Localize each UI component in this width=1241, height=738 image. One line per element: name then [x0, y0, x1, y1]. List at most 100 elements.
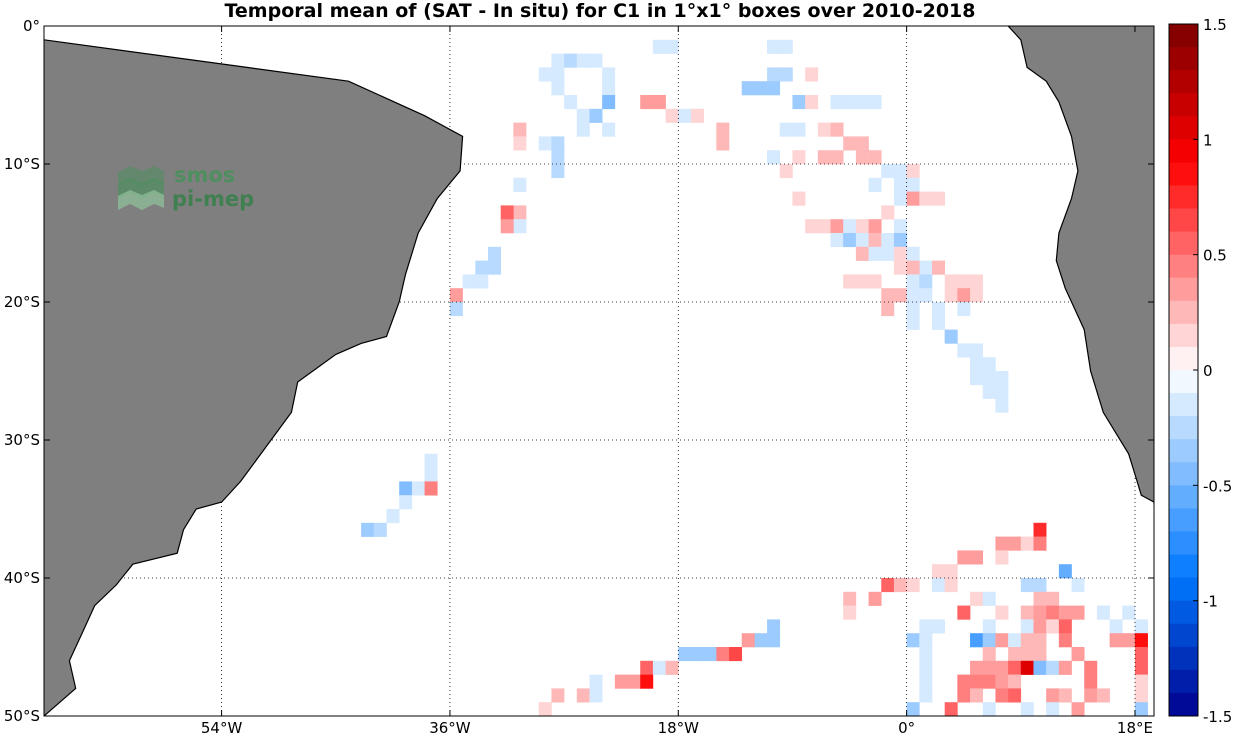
- data-cell: [1134, 674, 1148, 689]
- data-cell: [1071, 578, 1085, 593]
- data-cell: [411, 481, 425, 496]
- data-cell: [1020, 633, 1034, 648]
- chart-title: Temporal mean of (SAT - In situ) for C1 …: [224, 0, 975, 22]
- colorbar-segment: [1169, 577, 1198, 602]
- x-tick-label: 54°W: [201, 719, 243, 737]
- data-cell: [576, 122, 590, 137]
- data-cell: [932, 191, 945, 206]
- data-cell: [1033, 605, 1047, 620]
- data-cell: [995, 688, 1009, 703]
- logo-text-pimep: pi-mep: [172, 187, 254, 211]
- colorbar-segment: [1169, 254, 1198, 279]
- x-axis-ticks: 54°W 36°W 18°W 0° 18°E: [201, 26, 1153, 737]
- data-cell: [881, 246, 895, 261]
- data-cell: [830, 95, 844, 110]
- data-cell: [767, 619, 781, 634]
- data-cell: [805, 219, 819, 234]
- data-cell: [970, 550, 984, 565]
- data-cell: [995, 384, 1009, 399]
- data-cell: [881, 164, 895, 179]
- data-cell: [982, 674, 996, 689]
- data-cell: [957, 343, 971, 358]
- data-cell: [767, 150, 781, 165]
- data-cell: [982, 357, 996, 372]
- colorbar-segment: [1169, 323, 1198, 348]
- colorbar-tick-label: 1: [1203, 131, 1213, 149]
- data-cell: [906, 274, 920, 289]
- data-cell: [1046, 702, 1060, 716]
- data-cell: [1033, 633, 1047, 648]
- data-cell: [919, 688, 933, 703]
- plot-frame: [43, 25, 1155, 717]
- colorbar-segment: [1169, 646, 1198, 671]
- colorbar-segment: [1169, 669, 1198, 694]
- data-cell: [399, 481, 413, 496]
- data-cell: [906, 578, 920, 593]
- data-cell: [906, 260, 920, 275]
- data-cell: [424, 467, 438, 482]
- colorbar-segment: [1169, 485, 1198, 509]
- data-cell: [957, 674, 971, 689]
- colorbar-segment: [1169, 416, 1198, 440]
- data-cell: [893, 246, 907, 261]
- data-cell: [373, 522, 387, 537]
- data-cell: [944, 274, 958, 289]
- data-cell: [1134, 647, 1148, 662]
- data-cell: [602, 67, 616, 82]
- colorbar-tick-label: -1.5: [1203, 708, 1232, 726]
- data-cell: [1058, 633, 1072, 648]
- data-cell: [893, 233, 907, 248]
- data-cell: [1020, 660, 1034, 675]
- data-cell: [1020, 605, 1034, 620]
- data-cell: [741, 633, 755, 648]
- data-cell: [652, 660, 666, 675]
- data-cell: [970, 288, 984, 303]
- data-cell: [982, 633, 996, 648]
- data-cell: [906, 702, 920, 716]
- data-cell: [868, 95, 882, 110]
- data-cell: [932, 564, 945, 579]
- data-cell: [1122, 633, 1136, 648]
- data-cell: [906, 177, 920, 192]
- data-cell: [678, 108, 692, 123]
- data-cell: [995, 605, 1009, 620]
- colorbar-tick-label: -1: [1203, 593, 1218, 611]
- data-cell: [893, 191, 907, 206]
- colorbar-segment: [1169, 531, 1198, 555]
- data-cell: [652, 39, 666, 54]
- data-cell: [538, 67, 552, 82]
- data-cell: [982, 660, 996, 675]
- map-area: smos pi-mep: [44, 26, 1154, 730]
- data-cell: [957, 605, 971, 620]
- data-cell: [982, 591, 996, 606]
- data-cell: [1058, 660, 1072, 675]
- data-cell: [843, 591, 857, 606]
- data-cell: [932, 716, 945, 730]
- data-cell: [1046, 660, 1060, 675]
- data-cell: [982, 702, 996, 716]
- data-cell: [576, 108, 590, 123]
- data-cell: [1008, 633, 1022, 648]
- y-tick-label: 0°: [23, 17, 40, 35]
- data-cell: [970, 674, 984, 689]
- data-cell: [855, 274, 869, 289]
- data-cell: [1134, 660, 1148, 675]
- y-tick-label: 20°S: [4, 293, 40, 311]
- data-cell: [500, 205, 514, 220]
- data-cell: [767, 81, 781, 96]
- data-cell: [652, 95, 666, 110]
- y-tick-label: 40°S: [4, 569, 40, 587]
- data-cell: [932, 578, 945, 593]
- data-cell: [995, 550, 1009, 565]
- data-cell: [919, 260, 933, 275]
- data-cell: [551, 81, 565, 96]
- data-cell: [741, 81, 755, 96]
- data-cell: [906, 191, 920, 206]
- data-cell: [868, 177, 882, 192]
- colorbar-segment: [1169, 185, 1198, 209]
- colorbar-segment: [1169, 370, 1198, 394]
- data-cell: [944, 578, 958, 593]
- data-cell: [551, 164, 565, 179]
- data-cell: [970, 371, 984, 386]
- colorbar-tick-label: 0: [1203, 362, 1213, 380]
